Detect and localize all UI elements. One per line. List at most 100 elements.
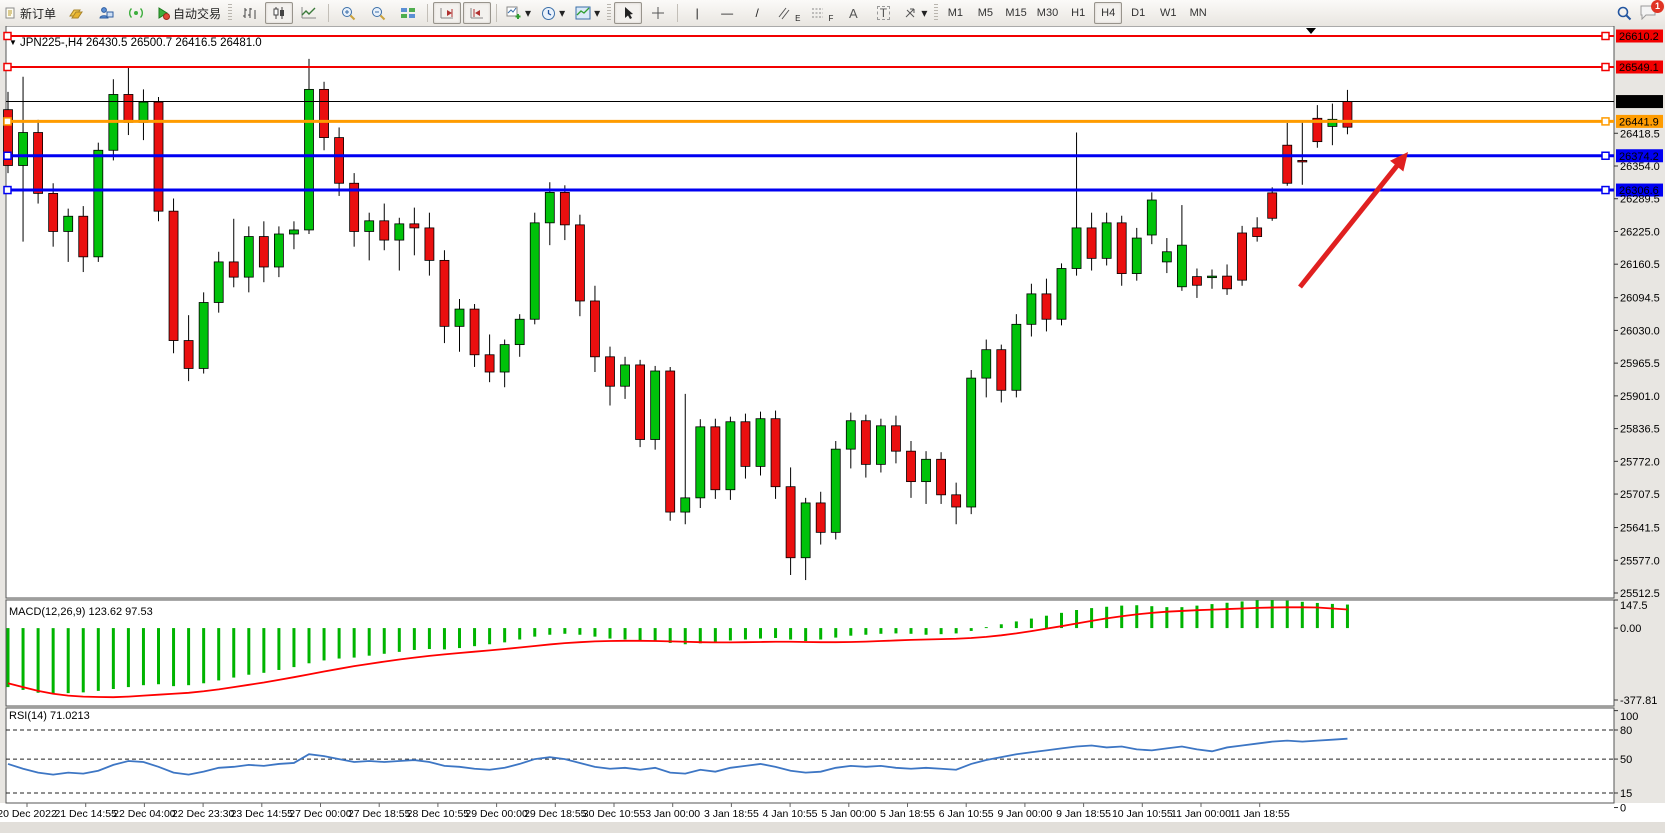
bull-candle — [921, 458, 931, 483]
price-badge — [1616, 114, 1663, 128]
tile-windows-icon — [401, 8, 416, 18]
arrows-tool-button[interactable]: ▾ — [899, 2, 931, 24]
line-handle-marker[interactable] — [1601, 117, 1610, 126]
price-badge-label: 26549.1 — [1619, 62, 1659, 74]
bull-candle — [198, 302, 209, 369]
charts-gold-button[interactable] — [62, 2, 90, 24]
time-axis-label: 4 Jan 10:55 — [763, 808, 818, 820]
time-axis-label: 28 Dec 10:55 — [407, 808, 470, 820]
zoom-out-button[interactable] — [364, 2, 392, 24]
text-label-icon: T — [876, 6, 891, 20]
rsi-tick-label: 100 — [1620, 711, 1638, 723]
price-tick-label: 25641.5 — [1620, 523, 1660, 535]
feed-button[interactable] — [122, 2, 150, 24]
line-handle-marker[interactable] — [1601, 62, 1610, 72]
bear-candle — [1222, 275, 1232, 290]
bull-candle — [1011, 323, 1022, 391]
bear-candle — [710, 426, 721, 491]
line-chart-button[interactable] — [295, 2, 323, 24]
bar-chart-icon — [243, 8, 256, 19]
trend-arrow-line[interactable] — [1298, 159, 1403, 289]
line-handle-marker[interactable] — [3, 62, 12, 72]
price-chart[interactable]: 26610.2 26549.1 26481.0 26441.9 26374.2 26306… — [0, 25, 1665, 833]
line-handle-marker[interactable] — [3, 185, 12, 195]
zoom-in-icon — [342, 6, 356, 20]
rsi-pane[interactable] — [5, 707, 1615, 804]
main-toolbar: 新订单 自动交易 ▾ ▾ — [0, 0, 1665, 27]
bear-candle — [228, 261, 239, 278]
search-button[interactable] — [1610, 2, 1638, 24]
zoom-in-button[interactable] — [334, 2, 362, 24]
trendline-button[interactable]: / — [743, 2, 771, 24]
horizontal-line-button[interactable]: — — [713, 2, 741, 24]
equidistant-channel-button[interactable]: E — [773, 2, 804, 24]
bull-candle — [1177, 244, 1187, 288]
timeframe-M30[interactable]: M30 — [1036, 7, 1059, 19]
time-axis-label: 29 Dec 18:55 — [524, 808, 587, 820]
fibonacci-button[interactable]: F — [806, 2, 837, 24]
bear-candle — [168, 210, 179, 341]
timeframe-H1[interactable]: H1 — [1071, 7, 1086, 19]
trend-arrow-head[interactable] — [1390, 152, 1408, 172]
bear-candle — [48, 193, 59, 232]
time-axis-label: 10 Jan 10:55 — [1112, 808, 1173, 820]
text-tool-button[interactable]: A — [839, 2, 867, 24]
new-order-icon — [5, 7, 15, 19]
bear-candle — [590, 300, 600, 358]
line-handle-marker[interactable] — [3, 151, 12, 161]
autotrade-button[interactable]: 自动交易 — [152, 2, 225, 24]
new-order-button[interactable]: 新订单 — [1, 2, 60, 24]
price-shift-marker[interactable] — [1306, 28, 1316, 34]
line-handle-marker[interactable] — [1601, 151, 1610, 161]
bull-candle — [289, 229, 299, 235]
profiles-button[interactable] — [92, 2, 120, 24]
chart-title: JPN225-,H4 26430.5 26500.7 26416.5 26481… — [20, 37, 262, 49]
crosshair-button[interactable] — [644, 2, 672, 24]
candlestick-chart-button[interactable] — [265, 2, 294, 24]
crosshair-icon — [652, 7, 665, 19]
channel-icon — [778, 7, 790, 20]
price-tick-label: 25512.5 — [1620, 588, 1660, 600]
indicators-button[interactable]: ▾ — [502, 2, 535, 24]
price-tick-label: 25836.5 — [1620, 424, 1660, 436]
timeframe-M1[interactable]: M1 — [947, 7, 964, 19]
tile-windows-button[interactable] — [394, 2, 422, 24]
timeframe-M15[interactable]: M15 — [1005, 7, 1027, 19]
periods-button[interactable]: ▾ — [537, 2, 569, 24]
line-handle-marker[interactable] — [1601, 185, 1610, 195]
price-badge-label: 26306.6 — [1619, 185, 1659, 197]
time-axis-label: 3 Jan 18:55 — [704, 808, 759, 820]
auto-scroll-button[interactable] — [433, 2, 462, 24]
bear-candle — [1237, 232, 1247, 281]
line-handle-marker[interactable] — [3, 117, 12, 126]
chat-button[interactable]: 1 — [1639, 0, 1664, 23]
chart-area[interactable]: 26610.2 26549.1 26481.0 26441.9 26374.2 26306… — [0, 25, 1665, 833]
time-axis-label: 29 Dec 00:00 — [465, 808, 528, 820]
timeframe-W1[interactable]: W1 — [1159, 7, 1177, 19]
bear-candle — [575, 224, 585, 302]
autotrade-icon — [158, 7, 171, 20]
text-label-button[interactable]: T — [869, 2, 897, 24]
bull-candle — [499, 344, 510, 373]
price-tick-label: 26160.5 — [1620, 259, 1660, 271]
timeframe-MN[interactable]: MN — [1189, 7, 1207, 19]
bear-candle — [635, 364, 645, 440]
time-axis-label: 9 Jan 00:00 — [997, 808, 1052, 820]
toolbar-gripper — [934, 4, 939, 22]
cursor-button[interactable] — [614, 2, 643, 24]
bull-candle — [529, 222, 540, 320]
line-handle-marker[interactable] — [1601, 31, 1610, 41]
price-badge-label: 26441.9 — [1619, 116, 1659, 128]
timeframe-M5[interactable]: M5 — [977, 7, 994, 19]
time-axis-label: 11 Jan 00:00 — [1171, 808, 1231, 820]
chart-shift-button[interactable] — [463, 2, 492, 24]
vertical-line-button[interactable]: | — [683, 2, 711, 24]
gold-bars-icon — [69, 9, 83, 19]
bar-chart-button[interactable] — [235, 2, 263, 24]
timeframe-H4[interactable]: H4 — [1094, 2, 1123, 24]
timeframe-D1[interactable]: D1 — [1131, 7, 1146, 19]
auto-scroll-icon — [440, 8, 454, 19]
line-handle-marker[interactable] — [3, 31, 12, 41]
macd-pane[interactable] — [5, 599, 1615, 707]
templates-button[interactable]: ▾ — [571, 2, 604, 24]
